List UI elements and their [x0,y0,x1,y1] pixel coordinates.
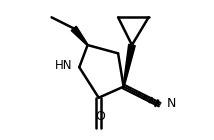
Text: N: N [167,97,176,110]
Text: HN: HN [55,59,72,72]
Polygon shape [71,26,88,45]
Polygon shape [123,44,135,87]
Text: O: O [95,110,105,123]
